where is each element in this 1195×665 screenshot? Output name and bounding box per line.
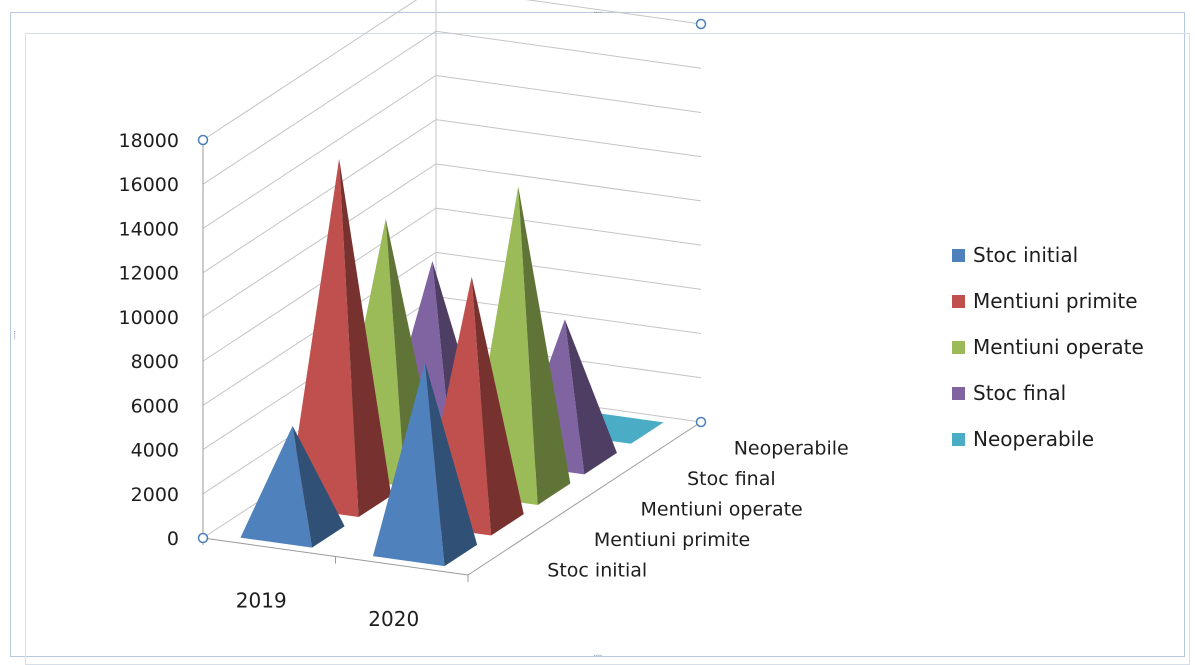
y-tick-label: 10000 — [119, 307, 179, 329]
pyramid-stoc-initial-2020 — [372, 362, 478, 567]
pyramid-stoc-initial-2019 — [240, 425, 345, 548]
y-tick-label: 18000 — [119, 130, 179, 152]
gridline — [202, 119, 437, 274]
chart-legend: Stoc initial Mentiuni primite Mentiuni ope… — [952, 232, 1144, 462]
front-face — [287, 158, 359, 518]
side-face — [564, 319, 617, 475]
legend-item: Stoc final — [952, 370, 1144, 416]
side-face — [425, 362, 478, 567]
side-face — [339, 158, 392, 518]
gridline — [435, 30, 702, 69]
y-tick-label: 0 — [167, 528, 179, 550]
gridline — [435, 251, 702, 290]
selection-handle-icon — [197, 134, 209, 146]
x-tick-label: 2020 — [368, 607, 419, 631]
legend-swatch — [952, 248, 965, 262]
legend-label: Mentiuni operate — [973, 335, 1144, 359]
side-face — [518, 186, 571, 505]
gridline — [202, 75, 437, 229]
side-face — [471, 276, 524, 536]
legend-label: Mentiuni primite — [973, 289, 1138, 313]
top-resize-handle-icon[interactable]: ···· — [593, 8, 603, 19]
legend-label: Stoc final — [973, 381, 1067, 405]
gridline — [435, 163, 702, 202]
gridline — [525, 0, 702, 25]
y-tick-label: 12000 — [119, 263, 179, 285]
depth-tick-label: Stoc final — [687, 468, 776, 490]
legend-swatch — [952, 340, 965, 354]
gridline — [435, 207, 702, 246]
y-tick-label: 14000 — [119, 218, 179, 240]
x-tick-label: 2019 — [236, 588, 287, 612]
selection-handle-icon — [695, 18, 707, 30]
legend-item: Stoc initial — [952, 232, 1144, 278]
legend-swatch — [952, 386, 965, 400]
y-tick-label: 8000 — [131, 351, 179, 373]
y-tick-label: 6000 — [131, 395, 179, 417]
legend-label: Neoperabile — [973, 427, 1095, 451]
legend-item: Mentiuni primite — [952, 278, 1144, 324]
front-face — [372, 362, 445, 567]
gridline — [202, 30, 437, 185]
depth-tick-label: Mentiuni operate — [641, 499, 803, 521]
depth-tick-label: Neoperabile — [734, 437, 849, 459]
y-tick-label: 4000 — [131, 440, 179, 462]
depth-tick-label: Stoc initial — [547, 560, 647, 582]
gridline — [202, 0, 418, 141]
pyramid-mentiuni-primite-2019 — [287, 158, 392, 518]
legend-label: Stoc initial — [973, 243, 1079, 267]
selection-handle-icon — [197, 532, 209, 544]
y-tick-label: 16000 — [119, 174, 179, 196]
left-resize-handle-icon[interactable]: ···· — [8, 330, 19, 339]
front-face — [240, 425, 313, 548]
gridline — [435, 296, 702, 335]
gridline — [202, 163, 437, 318]
legend-swatch — [952, 432, 965, 446]
gridline — [435, 119, 702, 158]
depth-axis-line — [467, 421, 702, 576]
legend-swatch — [952, 294, 965, 308]
selection-handle-icon — [695, 416, 707, 428]
y-tick-label: 2000 — [131, 484, 179, 506]
bottom-resize-handle-icon[interactable]: ···· — [593, 651, 603, 662]
depth-tick-label: Mentiuni primite — [594, 529, 750, 551]
gridline — [435, 74, 702, 113]
side-face — [292, 425, 345, 548]
gridline — [202, 207, 437, 362]
legend-item: Mentiuni operate — [952, 324, 1144, 370]
legend-item: Neoperabile — [952, 416, 1144, 462]
